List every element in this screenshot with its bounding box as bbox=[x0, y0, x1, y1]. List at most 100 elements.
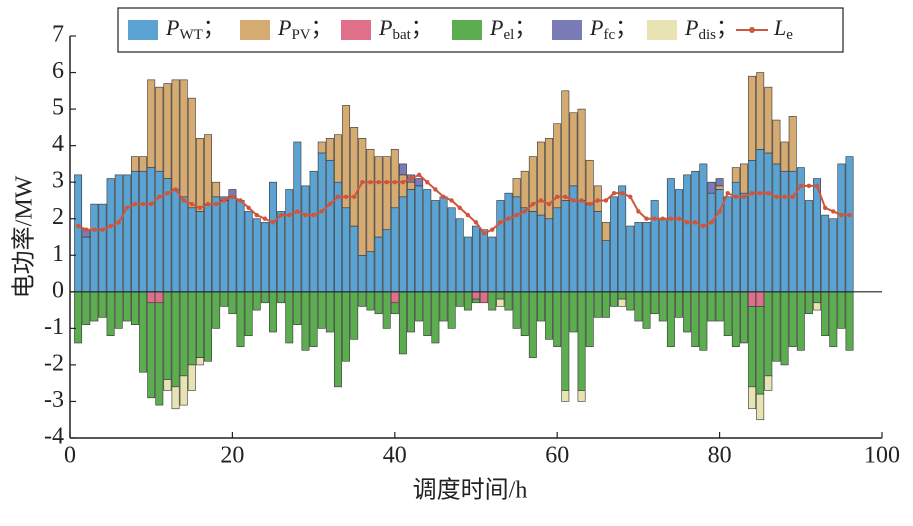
load-marker bbox=[814, 183, 820, 189]
y-tick-label: 6 bbox=[52, 58, 64, 84]
bar-segment bbox=[723, 196, 732, 293]
bar-segment bbox=[756, 306, 765, 395]
legend-marker bbox=[749, 27, 755, 33]
load-marker bbox=[603, 198, 609, 203]
load-marker bbox=[352, 194, 357, 199]
bar-segment bbox=[577, 200, 586, 293]
bar-segment bbox=[139, 156, 148, 172]
bar-segment bbox=[260, 222, 269, 293]
load-marker bbox=[498, 220, 503, 225]
x-tick-label: 40 bbox=[383, 443, 407, 469]
y-axis-label: 电功率/MW bbox=[11, 175, 38, 298]
bar-segment bbox=[301, 291, 310, 351]
bar-segment bbox=[131, 156, 139, 172]
bar-segment bbox=[212, 196, 221, 293]
bar-segment bbox=[171, 291, 180, 388]
bar-segment bbox=[187, 97, 196, 209]
bar-segment bbox=[537, 291, 545, 322]
legend-swatch bbox=[341, 20, 371, 40]
bar-segment bbox=[114, 174, 123, 293]
bar-segment bbox=[260, 291, 269, 304]
bar-segment bbox=[520, 291, 529, 336]
bar-segment bbox=[634, 291, 643, 322]
load-marker bbox=[165, 190, 170, 196]
bar-segment bbox=[748, 75, 757, 161]
bar-segment bbox=[390, 148, 399, 209]
bar-segment bbox=[715, 291, 724, 322]
bar-segment bbox=[829, 218, 838, 293]
bar-segment bbox=[334, 134, 342, 183]
bar-segment bbox=[195, 138, 204, 212]
bar-segment bbox=[715, 178, 724, 187]
legend-label: PPV； bbox=[277, 15, 333, 43]
bar-segment bbox=[796, 291, 805, 351]
bar-segment bbox=[545, 291, 554, 340]
bar-segment bbox=[748, 159, 757, 293]
load-marker bbox=[392, 179, 397, 185]
bar-segment bbox=[301, 185, 310, 293]
bar-segment bbox=[512, 291, 521, 329]
load-marker bbox=[457, 205, 462, 210]
load-marker bbox=[433, 187, 438, 192]
load-marker bbox=[230, 194, 235, 199]
bar-segment bbox=[131, 291, 139, 326]
y-tick-label: 3 bbox=[52, 168, 64, 194]
load-marker bbox=[416, 172, 422, 178]
bar-segment bbox=[212, 291, 221, 329]
load-marker bbox=[75, 223, 81, 229]
load-marker bbox=[400, 179, 406, 185]
x-tick-label: 20 bbox=[220, 443, 244, 469]
bar-segment bbox=[707, 181, 716, 194]
load-marker bbox=[782, 194, 787, 199]
bar-segment bbox=[358, 254, 367, 293]
bar-segment bbox=[220, 291, 229, 307]
load-marker bbox=[538, 198, 544, 203]
bar-segment bbox=[122, 291, 131, 322]
bar-segment bbox=[821, 214, 830, 293]
bar-segment bbox=[277, 291, 286, 304]
y-tick-label: -2 bbox=[44, 350, 64, 376]
bar-segment bbox=[756, 72, 765, 150]
bar-segment bbox=[650, 200, 659, 293]
bar-segment bbox=[561, 90, 570, 201]
bar-segment bbox=[171, 189, 180, 293]
load-marker bbox=[611, 190, 617, 196]
bar-segment bbox=[398, 163, 407, 176]
bar-segment bbox=[220, 200, 229, 293]
bar-segment bbox=[179, 291, 188, 377]
bar-segment bbox=[504, 291, 513, 311]
load-marker bbox=[684, 220, 690, 225]
bar-segment bbox=[642, 291, 651, 329]
bar-segment bbox=[472, 298, 480, 304]
bar-segment bbox=[845, 291, 854, 351]
load-marker bbox=[473, 220, 479, 225]
legend-label: Le bbox=[773, 15, 793, 43]
bar-segment bbox=[601, 240, 610, 293]
bar-segment bbox=[171, 79, 180, 190]
load-marker bbox=[571, 198, 576, 203]
load-marker bbox=[368, 179, 373, 185]
bar-segment bbox=[98, 203, 107, 293]
bar-segment bbox=[244, 291, 253, 336]
load-marker bbox=[798, 183, 803, 189]
load-marker bbox=[733, 194, 739, 199]
bar-segment bbox=[756, 393, 765, 421]
bar-segment bbox=[845, 156, 854, 293]
legend-swatch bbox=[552, 20, 582, 40]
y-tick-label: -1 bbox=[44, 314, 64, 340]
bar-segment bbox=[74, 174, 83, 293]
bar-segment bbox=[147, 291, 156, 304]
bar-segment bbox=[415, 185, 424, 293]
bar-segment bbox=[601, 291, 610, 318]
bar-segment bbox=[553, 123, 562, 209]
bar-segment bbox=[122, 174, 131, 293]
bar-segment bbox=[98, 291, 107, 318]
bar-segment bbox=[496, 200, 505, 293]
bar-segment bbox=[618, 291, 627, 300]
bar-segment bbox=[131, 170, 139, 293]
bar-segment bbox=[593, 291, 602, 318]
bar-segment bbox=[139, 170, 148, 293]
bar-segment bbox=[520, 170, 529, 209]
load-marker bbox=[806, 183, 812, 189]
bar-segment bbox=[374, 291, 383, 315]
